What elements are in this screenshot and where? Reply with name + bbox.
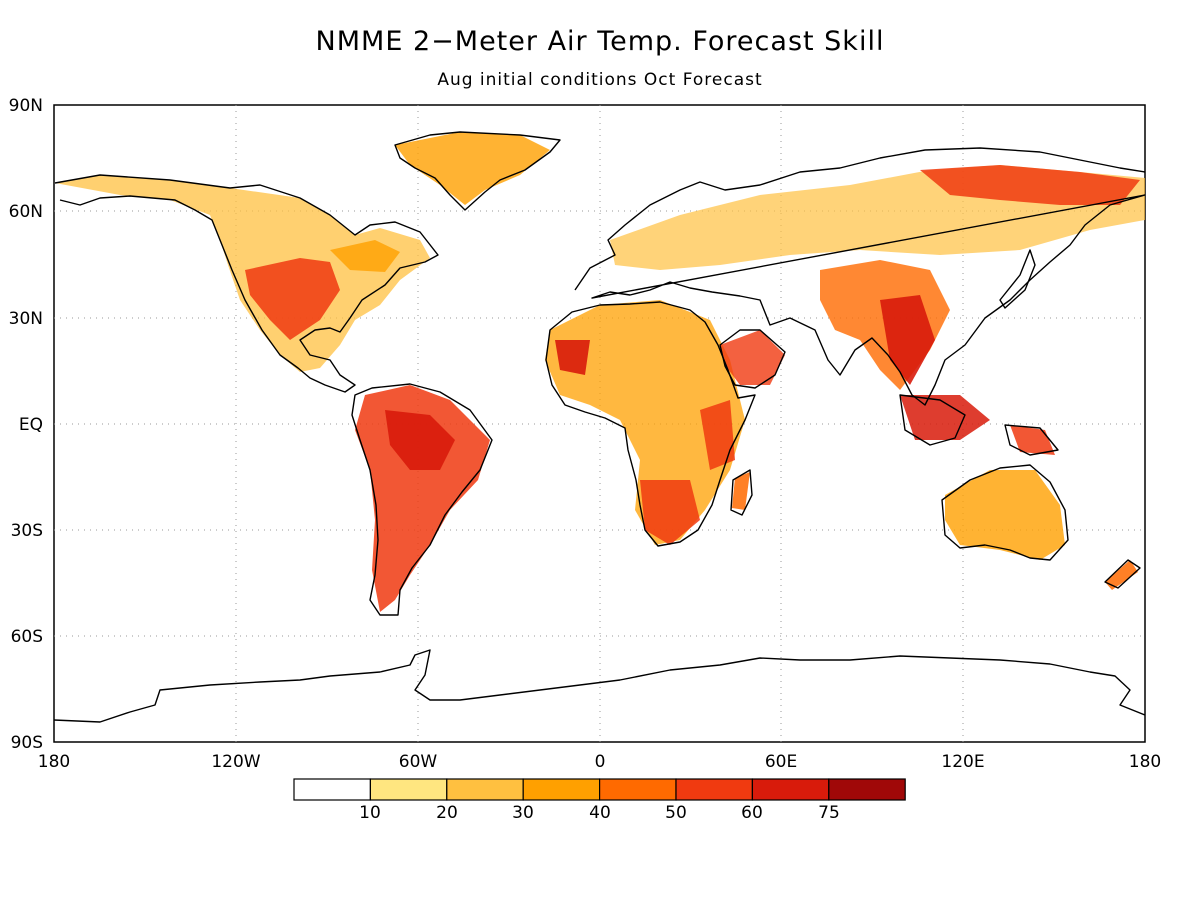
legend-tick-label: 40: [589, 803, 611, 823]
lat-label: 90S: [11, 733, 43, 753]
lat-label: 60N: [9, 202, 43, 222]
lat-label: 90N: [9, 96, 43, 116]
legend-color-box: [522, 778, 601, 801]
legend-color-box: [675, 778, 754, 801]
lon-label: 180: [1129, 752, 1161, 772]
legend-tick-label: 75: [818, 803, 840, 823]
lon-label: 60W: [399, 752, 438, 772]
legend-color-box: [751, 778, 830, 801]
legend-tick-label: 50: [665, 803, 687, 823]
legend-tick-label: 30: [512, 803, 534, 823]
legend-tick-label: 20: [436, 803, 458, 823]
coastlines: [53, 131, 1146, 723]
lat-label: 60S: [11, 627, 43, 647]
legend-color-box: [293, 778, 372, 801]
map-title: NMME 2−Meter Air Temp. Forecast Skill: [315, 26, 885, 57]
lon-label: 120E: [941, 752, 984, 772]
lat-labels: 90N 60N 30N EQ 30S 60S 90S: [9, 96, 43, 753]
color-legend: [293, 778, 906, 801]
lon-label: 120W: [211, 752, 260, 772]
lat-label: EQ: [19, 415, 43, 435]
lat-label: 30N: [9, 309, 43, 329]
legend-tick-labels: 10 20 30 40 50 60 75: [359, 803, 840, 823]
legend-color-box: [828, 778, 906, 801]
legend-tick-label: 10: [359, 803, 381, 823]
legend-color-box: [598, 778, 677, 801]
map-subtitle: Aug initial conditions Oct Forecast: [437, 70, 763, 90]
skill-shading: [55, 132, 1145, 612]
legend-color-box: [369, 778, 448, 801]
legend-tick-label: 60: [741, 803, 763, 823]
lon-labels: 180 120W 60W 0 60E 120E 180: [38, 752, 1161, 772]
lat-label: 30S: [11, 521, 43, 541]
lon-label: 0: [595, 752, 606, 772]
legend-color-box: [446, 778, 524, 801]
lon-label: 60E: [765, 752, 797, 772]
lon-label: 180: [38, 752, 70, 772]
